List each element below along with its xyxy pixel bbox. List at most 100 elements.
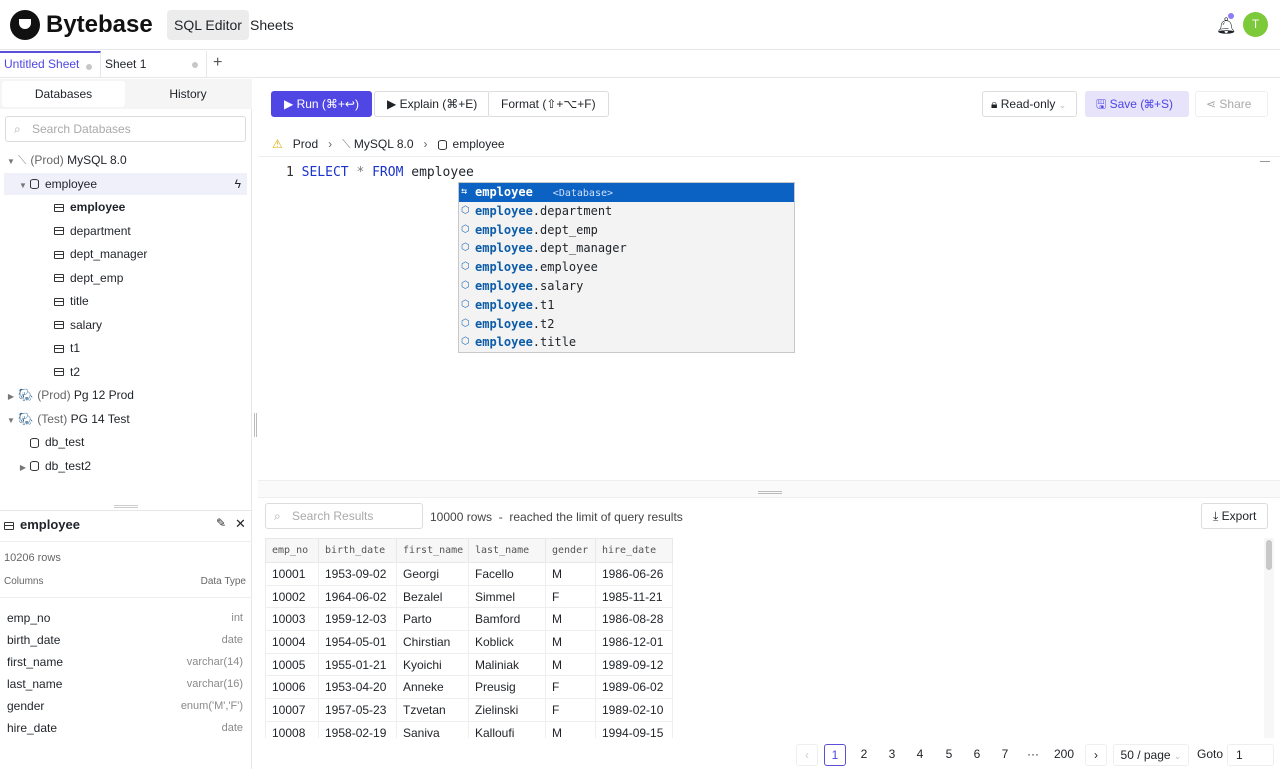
read-only-select[interactable]: 🔒︎ Read-only ⌄ (982, 91, 1077, 117)
avatar[interactable]: T (1243, 12, 1268, 37)
bell-icon[interactable]: 🔔︎ (1216, 18, 1237, 35)
table-cell[interactable]: 1953-04-20 (318, 675, 397, 700)
page-size-select[interactable]: 50 / page ⌄ (1113, 744, 1189, 766)
table-cell[interactable]: 1994-09-15 (595, 720, 673, 738)
table-cell[interactable]: 10007 (265, 698, 319, 722)
caret-icon[interactable]: ▼ (19, 180, 27, 190)
tab-dot-icon[interactable] (192, 62, 198, 68)
table-cell[interactable]: F (545, 675, 596, 700)
table-cell[interactable]: 10003 (265, 607, 319, 632)
tree-item[interactable]: department (4, 220, 247, 242)
table-cell[interactable]: F (545, 698, 596, 722)
table-cell[interactable]: 1989-06-02 (595, 675, 673, 700)
format-button[interactable]: Format (⇧+⌥+F) (488, 91, 609, 117)
tree-item[interactable]: dept_manager (4, 243, 247, 265)
table-cell[interactable]: M (545, 562, 596, 586)
page-5[interactable]: 5 (945, 747, 953, 761)
tree-item[interactable]: ▼ 🐘︎ (Test) PG 14 Test (4, 408, 247, 430)
table-cell[interactable]: Parto (396, 607, 469, 632)
search-databases-input[interactable]: ⌕ Search Databases (5, 116, 246, 142)
table-cell[interactable]: Maliniak (468, 652, 546, 677)
table-cell[interactable]: 1985-11-21 (595, 584, 673, 609)
table-cell[interactable]: 10005 (265, 652, 319, 677)
table-cell[interactable]: 1959-12-03 (318, 607, 397, 632)
table-cell[interactable]: 1986-12-01 (595, 630, 673, 654)
page-1[interactable]: 1 (824, 744, 846, 766)
run-button[interactable]: ▶ Run (⌘+↩) (271, 91, 372, 117)
table-cell[interactable]: 1957-05-23 (318, 698, 397, 722)
table-cell[interactable]: M (545, 720, 596, 738)
tab-untitled-sheet[interactable]: Untitled Sheet (0, 51, 101, 78)
table-cell[interactable]: Georgi (396, 562, 469, 586)
suggestion-item[interactable]: ⬡ employee.title (459, 333, 794, 352)
tab-dot-icon[interactable] (86, 64, 92, 70)
results-scrollbar[interactable] (1264, 538, 1274, 738)
add-tab-icon[interactable]: + (213, 54, 223, 71)
next-page-button[interactable]: › (1085, 744, 1107, 766)
table-cell[interactable]: 1986-08-28 (595, 607, 673, 632)
column-header[interactable]: emp_no (265, 538, 319, 563)
search-results-input[interactable]: ⌕ Search Results (265, 503, 423, 529)
table-cell[interactable]: Kyoichi (396, 652, 469, 677)
column-header[interactable]: last_name (468, 538, 546, 563)
resize-handle[interactable] (114, 505, 138, 508)
column-header[interactable]: hire_date (595, 538, 673, 563)
table-cell[interactable]: Zielinski (468, 698, 546, 722)
table-cell[interactable]: 1986-06-26 (595, 562, 673, 586)
table-cell[interactable]: 1989-09-12 (595, 652, 673, 677)
tree-item[interactable]: db_test (4, 431, 247, 453)
table-cell[interactable]: 10006 (265, 675, 319, 700)
table-cell[interactable]: Facello (468, 562, 546, 586)
tree-item[interactable]: dept_emp (4, 267, 247, 289)
page-3[interactable]: 3 (888, 747, 896, 761)
goto-input[interactable]: 1 (1227, 744, 1274, 766)
close-icon[interactable]: ✕ (235, 516, 246, 531)
share-button[interactable]: ⋖ Share (1195, 91, 1268, 117)
save-button[interactable]: 🖫 Save (⌘+S) (1085, 91, 1189, 117)
prev-page-button[interactable]: ‹ (796, 744, 818, 766)
editor-resize-handle[interactable] (758, 491, 782, 494)
tree-item[interactable]: employee (4, 196, 247, 218)
suggestion-item[interactable]: ⬡ employee.dept_emp (459, 221, 794, 240)
caret-icon[interactable]: ▶ (19, 462, 27, 472)
table-cell[interactable]: 1955-01-21 (318, 652, 397, 677)
caret-icon[interactable]: ▼ (7, 157, 15, 166)
page-6[interactable]: 6 (973, 747, 981, 761)
table-cell[interactable]: 10002 (265, 584, 319, 609)
table-cell[interactable]: Chirstian (396, 630, 469, 654)
tree-item[interactable]: ▶ db_test2 (4, 455, 247, 477)
table-cell[interactable]: Saniva (396, 720, 469, 738)
panel-resize-handle[interactable] (254, 413, 257, 437)
scrollbar[interactable] (1260, 161, 1270, 162)
page-200[interactable]: 200 (1053, 747, 1075, 761)
tree-item[interactable]: ▼ ⟍ (Prod) MySQL 8.0 (4, 149, 247, 171)
tree-item[interactable]: t2 (4, 361, 247, 383)
table-cell[interactable]: 10008 (265, 720, 319, 738)
page-ellipsis[interactable]: ··· (1027, 747, 1039, 761)
tree-item[interactable]: ▼ employee ϟ (4, 172, 247, 195)
nav-sheets[interactable]: Sheets (250, 17, 294, 33)
table-cell[interactable]: Simmel (468, 584, 546, 609)
caret-icon[interactable]: ▼ (7, 415, 15, 425)
export-button[interactable]: ⤓ Export (1201, 503, 1269, 529)
tree-item[interactable]: t1 (4, 337, 247, 359)
table-cell[interactable]: Bezalel (396, 584, 469, 609)
tree-item[interactable]: salary (4, 314, 247, 336)
table-cell[interactable]: M (545, 630, 596, 654)
column-header[interactable]: birth_date (318, 538, 397, 563)
table-cell[interactable]: Anneke (396, 675, 469, 700)
suggestion-item[interactable]: ⬡ employee.t1 (459, 296, 794, 315)
table-cell[interactable]: 1989-02-10 (595, 698, 673, 722)
column-header[interactable]: gender (545, 538, 596, 563)
table-cell[interactable]: 10001 (265, 562, 319, 586)
tree-item[interactable]: title (4, 290, 247, 312)
table-cell[interactable]: Kalloufi (468, 720, 546, 738)
table-cell[interactable]: 1953-09-02 (318, 562, 397, 586)
explain-button[interactable]: ▶ Explain (⌘+E) (374, 91, 491, 117)
table-cell[interactable]: 1958-02-19 (318, 720, 397, 738)
page-2[interactable]: 2 (860, 747, 868, 761)
suggestion-item[interactable]: ⬡ employee.dept_manager (459, 239, 794, 258)
tab-sheet-1[interactable]: Sheet 1 (101, 51, 207, 78)
table-cell[interactable]: Tzvetan (396, 698, 469, 722)
tab-history[interactable]: History (169, 87, 207, 101)
